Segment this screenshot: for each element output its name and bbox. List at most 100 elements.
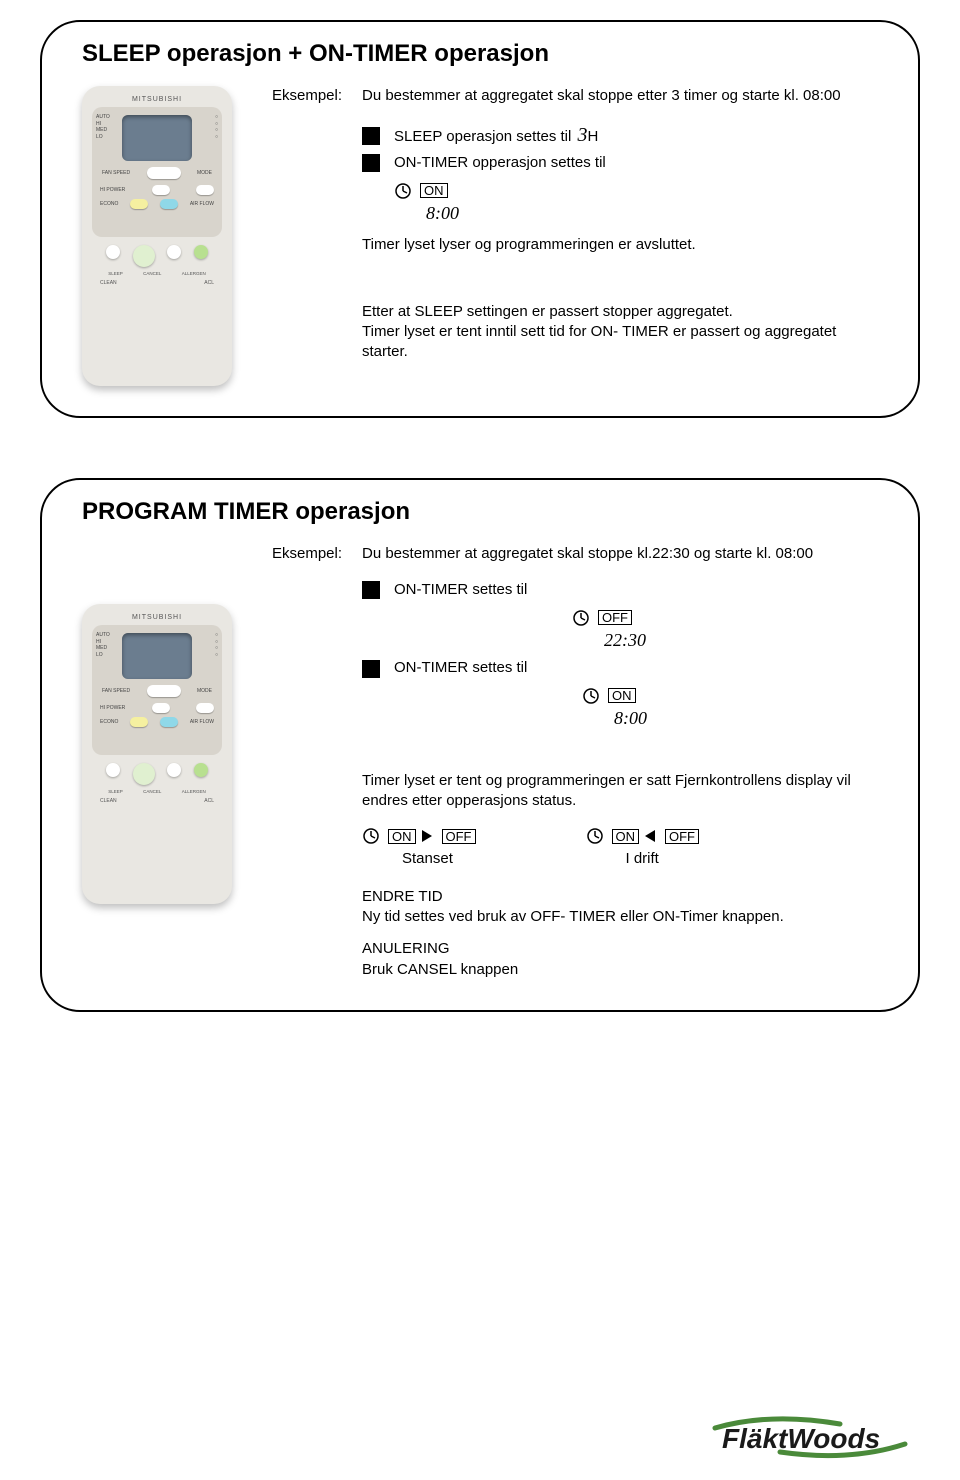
card2-bullets2: ON-TIMER settes til	[362, 658, 878, 678]
bullet-1: SLEEP operasjon settes til 3H	[362, 122, 878, 149]
remote-lcd	[122, 633, 192, 679]
sub1-title: ENDRE TID	[362, 887, 878, 907]
remote-econo: ECONO	[100, 201, 118, 207]
clock-icon	[582, 687, 600, 705]
remote-btn	[160, 199, 178, 209]
remote-dot	[167, 763, 181, 777]
sub-anulering: ANULERING Bruk CANSEL knappen	[362, 939, 878, 980]
remote-btn	[130, 199, 148, 209]
triangle-right-icon	[422, 830, 432, 842]
remote-labels-left: AUTO HI MED LO	[96, 114, 110, 140]
example-text: Du bestemmer at aggregatet skal stoppe e…	[362, 86, 841, 106]
remote-btn	[152, 185, 170, 195]
status-row: ON OFF Stanset ON OFF I drift	[362, 825, 878, 869]
card2-bullets: ON-TIMER settes til	[362, 580, 878, 600]
remote-screen-area: FAN SPEED MODE HI POWER ECONO AIR FLOW	[92, 107, 222, 237]
bullet-1-text: SLEEP operasjon settes til 3H	[394, 122, 598, 149]
sub2-text: Bruk CANSEL knappen	[362, 960, 878, 980]
bullet1-prefix: SLEEP operasjon settes til	[394, 128, 571, 145]
remote-dot	[106, 763, 120, 777]
card1-example: Eksempel: Du bestemmer at aggregatet ska…	[272, 86, 878, 106]
card2-example: Eksempel: Du bestemmer at aggregatet ska…	[272, 544, 878, 564]
remote-allergen: ALLERGEN	[182, 789, 206, 794]
clock-icon	[572, 609, 590, 627]
remote-mode-label: MODE	[197, 688, 212, 694]
logo-text: FläktWoods	[722, 1423, 880, 1454]
remote-acl: ACL	[204, 280, 214, 286]
remote-labels-right: ○ ○ ○ ○	[215, 114, 218, 140]
card2-title: PROGRAM TIMER operasjon	[82, 498, 878, 526]
remote-onoff-btn	[147, 685, 181, 697]
clock-icon	[362, 827, 380, 845]
triangle-left-icon	[645, 830, 655, 842]
remote-clean: CLEAN	[100, 280, 117, 286]
remote-brand: MITSUBISHI	[92, 96, 222, 103]
remote-btn	[196, 703, 214, 713]
card-sleep-on-timer: SLEEP operasjon + ON-TIMER operasjon MIT…	[40, 20, 920, 418]
on-box: ON	[420, 183, 448, 198]
bullet-square-icon	[362, 581, 380, 599]
flaktwoods-logo-icon: FläktWoods	[710, 1410, 910, 1460]
card2-content: MITSUBISHI AUTO HI MED LO ○ ○ ○ ○ FAN SP…	[82, 544, 878, 980]
remote-control: MITSUBISHI AUTO HI MED LO ○ ○ ○ ○ FAN SP…	[82, 604, 232, 904]
off-box: OFF	[665, 829, 699, 844]
remote-control: MITSUBISHI AUTO HI MED LO ○ ○ ○ ○ FAN SP…	[82, 86, 232, 386]
remote-allergen: ALLERGEN	[182, 271, 206, 276]
example-label: Eksempel:	[272, 544, 362, 564]
clock-icon	[586, 827, 604, 845]
remote-dot-green	[194, 245, 208, 259]
remote-fan-label: FAN SPEED	[102, 688, 130, 694]
bullet-2-text: ON-TIMER opperasjon settes til	[394, 153, 606, 173]
remote-acl: ACL	[204, 798, 214, 804]
status-stopped: ON OFF Stanset	[362, 825, 476, 869]
card2-para: Timer lyset er tent og programmeringen e…	[362, 771, 878, 812]
card2-icon2: ON	[582, 685, 878, 707]
remote-hipower: HI POWER	[100, 187, 125, 193]
status-running: ON OFF I drift	[586, 825, 700, 869]
remote-labels-left: AUTO HI MED LO	[96, 632, 110, 658]
card2-time2: 8:00	[614, 706, 878, 730]
remote-dot-big	[133, 763, 155, 785]
remote-sleep: SLEEP	[108, 271, 123, 276]
card1-bullets: SLEEP operasjon settes til 3H ON-TIMER o…	[362, 122, 878, 173]
card1-text-col: Eksempel: Du bestemmer at aggregatet ska…	[272, 86, 878, 386]
remote-btn	[160, 717, 178, 727]
logo: FläktWoods	[710, 1410, 910, 1460]
remote-brand: MITSUBISHI	[92, 614, 222, 621]
status2-label: I drift	[626, 849, 700, 869]
card1-timer-icon: ON	[394, 180, 878, 202]
off-box: OFF	[598, 610, 632, 625]
remote-dot-green	[194, 763, 208, 777]
card2-text-col: Eksempel: Du bestemmer at aggregatet ska…	[272, 544, 878, 980]
bullet-square-icon	[362, 660, 380, 678]
remote-dot	[106, 245, 120, 259]
remote-labels-right: ○ ○ ○ ○	[215, 632, 218, 658]
remote-screen-area: FAN SPEED MODE HI POWER ECONO AIR FLOW	[92, 625, 222, 755]
card1-title: SLEEP operasjon + ON-TIMER operasjon	[82, 40, 878, 68]
remote-btn	[196, 185, 214, 195]
on-box: ON	[608, 688, 636, 703]
sub1-text: Ny tid settes ved bruk av OFF- TIMER ell…	[362, 907, 878, 927]
remote-col-2: MITSUBISHI AUTO HI MED LO ○ ○ ○ ○ FAN SP…	[82, 544, 242, 980]
remote-mode-label: MODE	[197, 170, 212, 176]
card1-time: 8:00	[426, 201, 878, 225]
card1-content: MITSUBISHI AUTO HI MED LO ○ ○ ○ ○ FAN SP…	[82, 86, 878, 386]
on-box: ON	[612, 829, 640, 844]
status1-label: Stanset	[402, 849, 476, 869]
sub-endre-tid: ENDRE TID Ny tid settes ved bruk av OFF-…	[362, 887, 878, 928]
remote-cancel: CANCEL	[143, 789, 161, 794]
remote-hipower: HI POWER	[100, 705, 125, 711]
card2-time1: 22:30	[604, 628, 878, 652]
remote-lower: SLEEP CANCEL ALLERGEN CLEAN ACL	[92, 237, 222, 286]
bullet-2: ON-TIMER opperasjon settes til	[362, 153, 878, 173]
off-box: OFF	[442, 829, 476, 844]
card-program-timer: PROGRAM TIMER operasjon MITSUBISHI AUTO …	[40, 478, 920, 1012]
card1-para: Etter at SLEEP settingen er passert stop…	[362, 302, 878, 363]
bullet-2: ON-TIMER settes til	[362, 658, 878, 678]
bullet1-h: H	[588, 128, 599, 145]
bullet1-num: 3	[578, 124, 588, 146]
bullet-square-icon	[362, 127, 380, 145]
example-text: Du bestemmer at aggregatet skal stoppe k…	[362, 544, 813, 564]
remote-sleep: SLEEP	[108, 789, 123, 794]
remote-lower: SLEEP CANCEL ALLERGEN CLEAN ACL	[92, 755, 222, 804]
